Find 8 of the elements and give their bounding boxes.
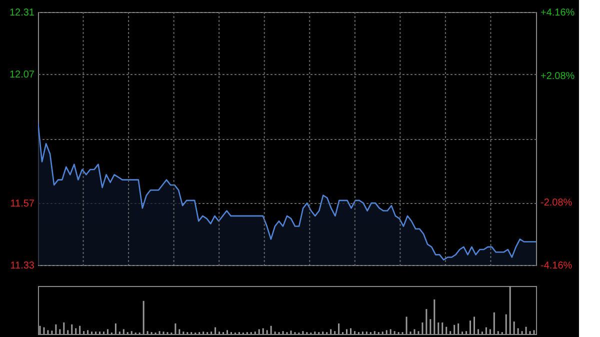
y2-tick-label: -2.08%: [540, 197, 572, 208]
y2-tick-label: +2.08%: [540, 70, 575, 82]
y-tick-label: 11.33: [10, 260, 35, 272]
y-tick-label: 11.57: [10, 198, 35, 210]
y-tick-label: 12.07: [9, 69, 35, 80]
y2-tick-label: -4.16%: [540, 260, 572, 272]
y-tick-label: 12.31: [9, 8, 35, 18]
y2-tick-label: +4.16%: [540, 8, 575, 18]
